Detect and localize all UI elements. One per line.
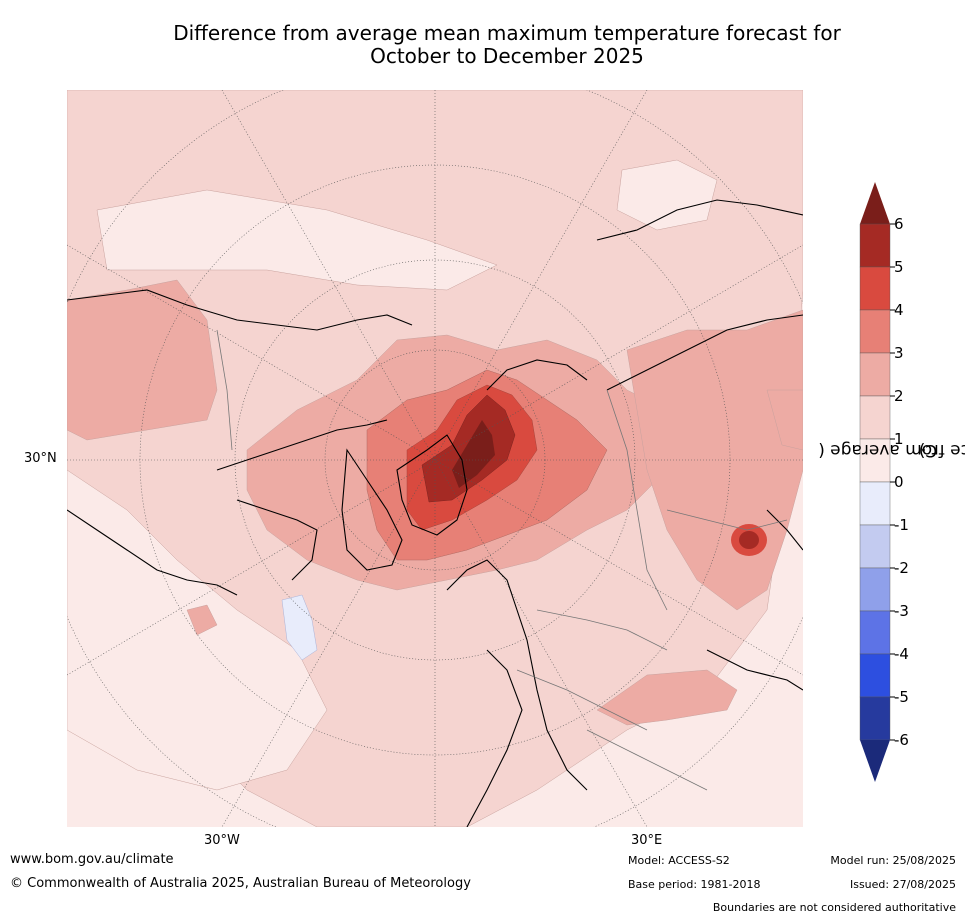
anomaly-2-3-central-asia <box>596 669 738 726</box>
colorbar-segment <box>859 309 891 354</box>
footer-base-period: Base period: 1981-2018 <box>628 878 761 891</box>
colorbar-segment <box>859 524 891 569</box>
colorbar-ticks: 6 5 4 3 2 1 0 -1 -2 -3 -4 -5 -6 <box>890 215 909 749</box>
colorbar-tick-label: -4 <box>894 645 909 663</box>
anomaly-2-3-east-coast <box>766 389 803 451</box>
colorbar-label: Difference from average (∘C) <box>818 280 965 620</box>
anomaly-2-3-pacific-blob <box>186 604 218 636</box>
colorbar-tick-label: 5 <box>894 258 904 276</box>
anomaly-0-1-north <box>96 189 498 291</box>
colorbar-segments <box>859 182 891 782</box>
footer-copyright: © Commonwealth of Australia 2025, Austra… <box>10 876 471 891</box>
colorbar-label-text: Difference from average ( <box>818 440 965 461</box>
colorbar-extend-top <box>860 182 890 224</box>
anomaly-map <box>67 90 803 827</box>
footer-model: Model: ACCESS-S2 <box>628 854 730 867</box>
country-boundaries <box>216 329 788 791</box>
colorbar-segment <box>859 653 891 698</box>
lon-label-30e: 30°E <box>631 833 663 848</box>
anomaly-2-3-canada <box>67 279 218 441</box>
colorbar-tick-label: -2 <box>894 559 909 577</box>
colorbar-tick-label: 6 <box>894 215 904 233</box>
anomaly-hotspot-inner <box>739 531 759 549</box>
map-panel <box>67 90 803 827</box>
colorbar-tick-label: 1 <box>894 430 904 448</box>
title-line-2: October to December 2025 <box>370 44 644 68</box>
colorbar-segment <box>859 567 891 612</box>
colorbar-tick-label: -3 <box>894 602 909 620</box>
footer-disclaimer: Boundaries are not considered authoritat… <box>712 901 956 914</box>
colorbar-tick-label: 4 <box>894 301 904 319</box>
colorbar-segment <box>859 610 891 655</box>
colorbar-segment <box>859 438 891 483</box>
map-title: Difference from average mean maximum tem… <box>0 22 965 68</box>
colorbar-tick-label: 0 <box>894 473 904 491</box>
anomaly-above-6-arctic <box>452 420 495 488</box>
colorbar-segment <box>859 696 891 741</box>
colorbar-tick-label: -5 <box>894 688 909 706</box>
colorbar-segment <box>859 352 891 397</box>
colorbar-extend-bottom <box>860 740 890 782</box>
colorbar-tick-label: -6 <box>894 731 909 749</box>
lon-label-30w: 30°W <box>204 833 240 848</box>
colorbar-segment <box>859 223 891 268</box>
anomaly-negative-region <box>281 594 318 661</box>
footer-website: www.bom.gov.au/climate <box>10 852 174 867</box>
title-line-1: Difference from average mean maximum tem… <box>173 21 841 45</box>
colorbar-segment <box>859 395 891 440</box>
graticule <box>67 90 803 827</box>
colorbar-svg: 6 5 4 3 2 1 0 -1 -2 -3 -4 -5 -6 <box>859 182 909 782</box>
colorbar-tick-label: -1 <box>894 516 909 534</box>
coastlines <box>67 199 803 827</box>
colorbar: 6 5 4 3 2 1 0 -1 -2 -3 -4 -5 -6 <box>850 180 965 790</box>
footer-model-run: Model run: 25/08/2025 <box>830 854 956 867</box>
footer-issued: Issued: 27/08/2025 <box>849 878 956 891</box>
lat-label-30n: 30°N <box>24 451 57 466</box>
colorbar-tick-label: 2 <box>894 387 904 405</box>
colorbar-segment <box>859 481 891 526</box>
colorbar-tick-label: 3 <box>894 344 904 362</box>
colorbar-segment <box>859 266 891 311</box>
anomaly-0-1-northeast <box>616 159 718 231</box>
colorbar-label-unit: C) <box>918 440 938 461</box>
